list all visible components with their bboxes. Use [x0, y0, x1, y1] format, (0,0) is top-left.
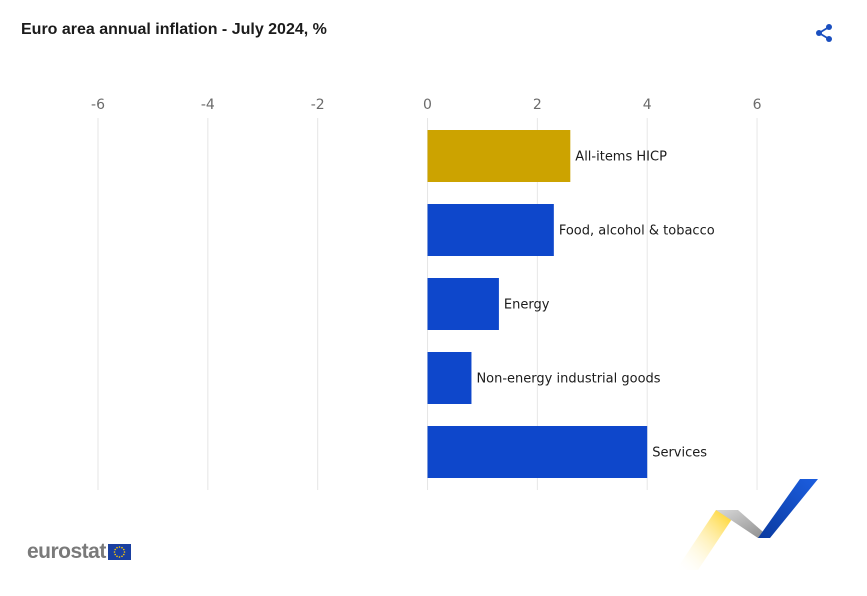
decorative-swoosh	[676, 479, 818, 570]
x-tick-label: 2	[533, 97, 542, 113]
bar-label: Non-energy industrial goods	[476, 372, 660, 387]
x-tick-label: -6	[91, 97, 105, 113]
x-tick-label: 0	[423, 97, 432, 113]
bar	[427, 352, 472, 404]
logo-text: eurostat	[27, 540, 106, 563]
bar	[427, 204, 554, 256]
eurostat-logo[interactable]: eurostat	[27, 540, 131, 564]
share-icon[interactable]	[814, 23, 834, 43]
x-tick-label: 4	[643, 97, 652, 113]
bar-chart: -6 -4 -2 0 2 4 6 All-items HICP Food, alcohol & …	[91, 97, 762, 490]
eu-flag-icon	[107, 544, 131, 560]
bar-label: All-items HICP	[575, 150, 667, 165]
bar	[427, 278, 499, 330]
x-tick-label: -2	[311, 97, 325, 113]
bar-label: Food, alcohol & tobacco	[559, 224, 715, 239]
bar-label: Services	[652, 446, 707, 461]
x-tick-label: 6	[753, 97, 762, 113]
chart-title: Euro area annual inflation - July 2024, …	[21, 21, 327, 38]
bar-label: Energy	[504, 298, 550, 313]
bar	[427, 426, 648, 478]
bar	[427, 130, 571, 182]
x-tick-label: -4	[201, 97, 215, 113]
